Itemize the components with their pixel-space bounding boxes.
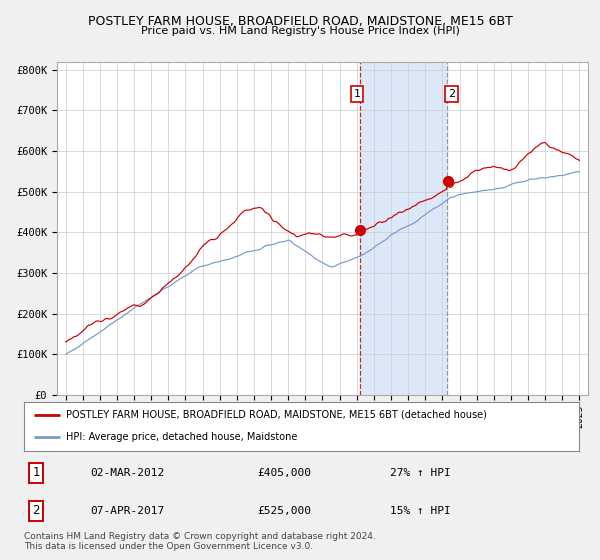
Text: 2: 2 [32,505,40,517]
Text: 1: 1 [32,466,40,479]
Text: Price paid vs. HM Land Registry's House Price Index (HPI): Price paid vs. HM Land Registry's House … [140,26,460,36]
Text: £405,000: £405,000 [257,468,311,478]
Text: 2: 2 [448,89,455,99]
Text: POSTLEY FARM HOUSE, BROADFIELD ROAD, MAIDSTONE, ME15 6BT (detached house): POSTLEY FARM HOUSE, BROADFIELD ROAD, MAI… [65,410,487,420]
Text: £525,000: £525,000 [257,506,311,516]
Text: 27% ↑ HPI: 27% ↑ HPI [391,468,451,478]
Text: POSTLEY FARM HOUSE, BROADFIELD ROAD, MAIDSTONE, ME15 6BT: POSTLEY FARM HOUSE, BROADFIELD ROAD, MAI… [88,15,512,27]
Text: 1: 1 [353,89,361,99]
Text: 02-MAR-2012: 02-MAR-2012 [91,468,165,478]
Text: 07-APR-2017: 07-APR-2017 [91,506,165,516]
Text: Contains HM Land Registry data © Crown copyright and database right 2024.
This d: Contains HM Land Registry data © Crown c… [24,532,376,552]
Text: HPI: Average price, detached house, Maidstone: HPI: Average price, detached house, Maid… [65,432,297,442]
Text: 15% ↑ HPI: 15% ↑ HPI [391,506,451,516]
Bar [359,62,447,395]
